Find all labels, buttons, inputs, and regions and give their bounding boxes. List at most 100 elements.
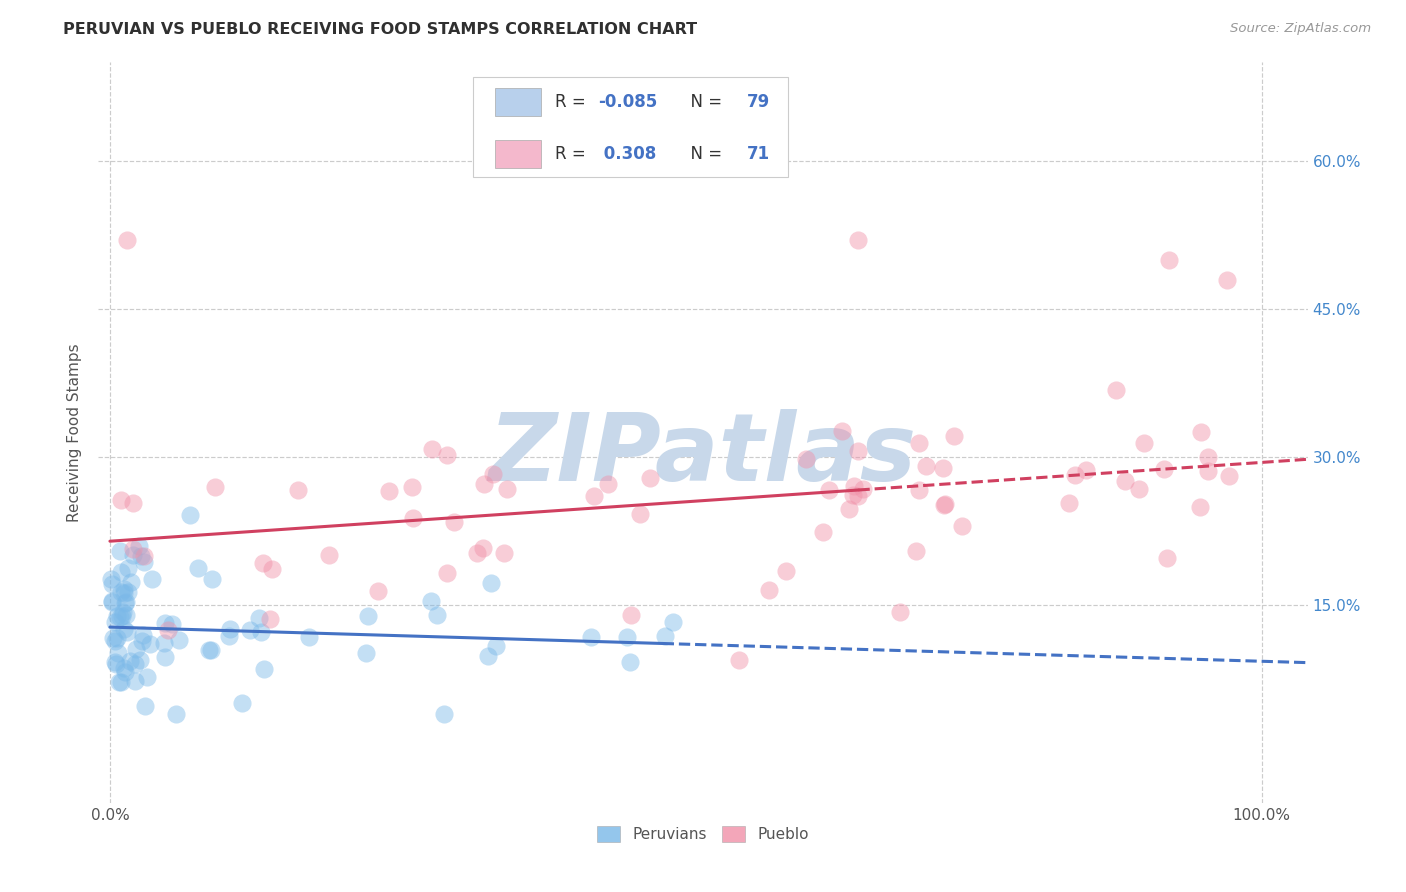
Point [218,622,240,636]
Point [728,653,751,667]
Point [838,502,860,516]
Text: 71: 71 [747,145,769,163]
Point [758,582,780,597]
Point [104,657,127,672]
Point [104,634,127,648]
Point [579,630,602,644]
Point [105,609,128,624]
Point [122,549,145,563]
Text: -0.085: -0.085 [598,94,657,112]
Point [167,632,190,647]
Point [239,623,262,637]
Point [1189,425,1212,439]
Point [1128,482,1150,496]
Point [889,605,911,619]
Point [1218,468,1240,483]
Point [118,654,141,668]
Point [426,608,449,623]
Point [100,594,122,608]
Point [1105,383,1128,397]
Point [115,595,138,609]
Point [187,561,209,575]
Text: PERUVIAN VS PUEBLO RECEIVING FOOD STAMPS CORRELATION CHART: PERUVIAN VS PUEBLO RECEIVING FOOD STAMPS… [63,22,697,37]
Point [298,631,321,645]
Point [115,625,138,640]
Point [117,585,139,599]
Point [112,586,135,600]
Point [100,576,122,591]
Point [128,653,150,667]
Point [908,435,931,450]
Point [259,612,281,626]
Point [831,425,853,439]
Point [252,556,274,570]
Y-axis label: Receiving Food Stamps: Receiving Food Stamps [67,343,83,522]
Point [153,649,176,664]
Point [472,541,495,555]
Point [433,706,456,721]
Point [654,629,676,643]
Point [100,594,122,608]
Point [115,607,138,622]
Point [616,630,638,644]
Point [141,572,163,586]
Bar [495,140,541,169]
Point [124,673,146,688]
Point [110,543,132,558]
Point [112,661,135,675]
Point [492,546,515,560]
Point [253,662,276,676]
Point [915,459,938,474]
Point [479,575,502,590]
Point [775,564,797,578]
Point [198,643,221,657]
Point [1156,551,1178,566]
Point [131,634,153,648]
Point [129,549,152,564]
Text: 0.308: 0.308 [598,145,657,163]
Point [811,525,834,540]
Point [110,492,132,507]
Point [620,607,643,622]
Point [1064,467,1087,482]
Point [134,549,156,563]
Point [619,655,641,669]
Point [472,477,495,491]
Point [132,628,155,642]
Point [107,675,129,690]
Point [200,572,222,586]
Point [1153,462,1175,476]
Point [160,617,183,632]
Text: ZIPatlas: ZIPatlas [489,409,917,500]
Text: R =: R = [555,145,592,163]
Point [318,548,340,562]
Point [420,594,443,608]
Point [114,596,136,610]
Point [122,496,145,510]
Point [122,541,145,556]
Point [1114,474,1136,488]
Point [124,657,146,671]
Point [1197,450,1219,464]
Point [247,611,270,625]
Point [110,674,132,689]
Point [638,471,661,485]
Point [1159,252,1181,267]
Point [662,615,685,630]
Point [1216,272,1239,286]
Point [934,498,956,512]
Point [105,631,128,645]
Point [204,479,226,493]
Point [443,515,465,529]
Point [128,539,150,553]
Point [115,233,138,247]
Point [496,482,519,496]
Point [179,508,201,523]
Point [114,665,136,679]
Point [250,625,273,640]
Point [950,518,973,533]
Point [482,467,505,482]
FancyBboxPatch shape [474,78,787,178]
Legend: Peruvians, Pueblo: Peruvians, Pueblo [591,820,815,848]
Point [846,444,869,458]
